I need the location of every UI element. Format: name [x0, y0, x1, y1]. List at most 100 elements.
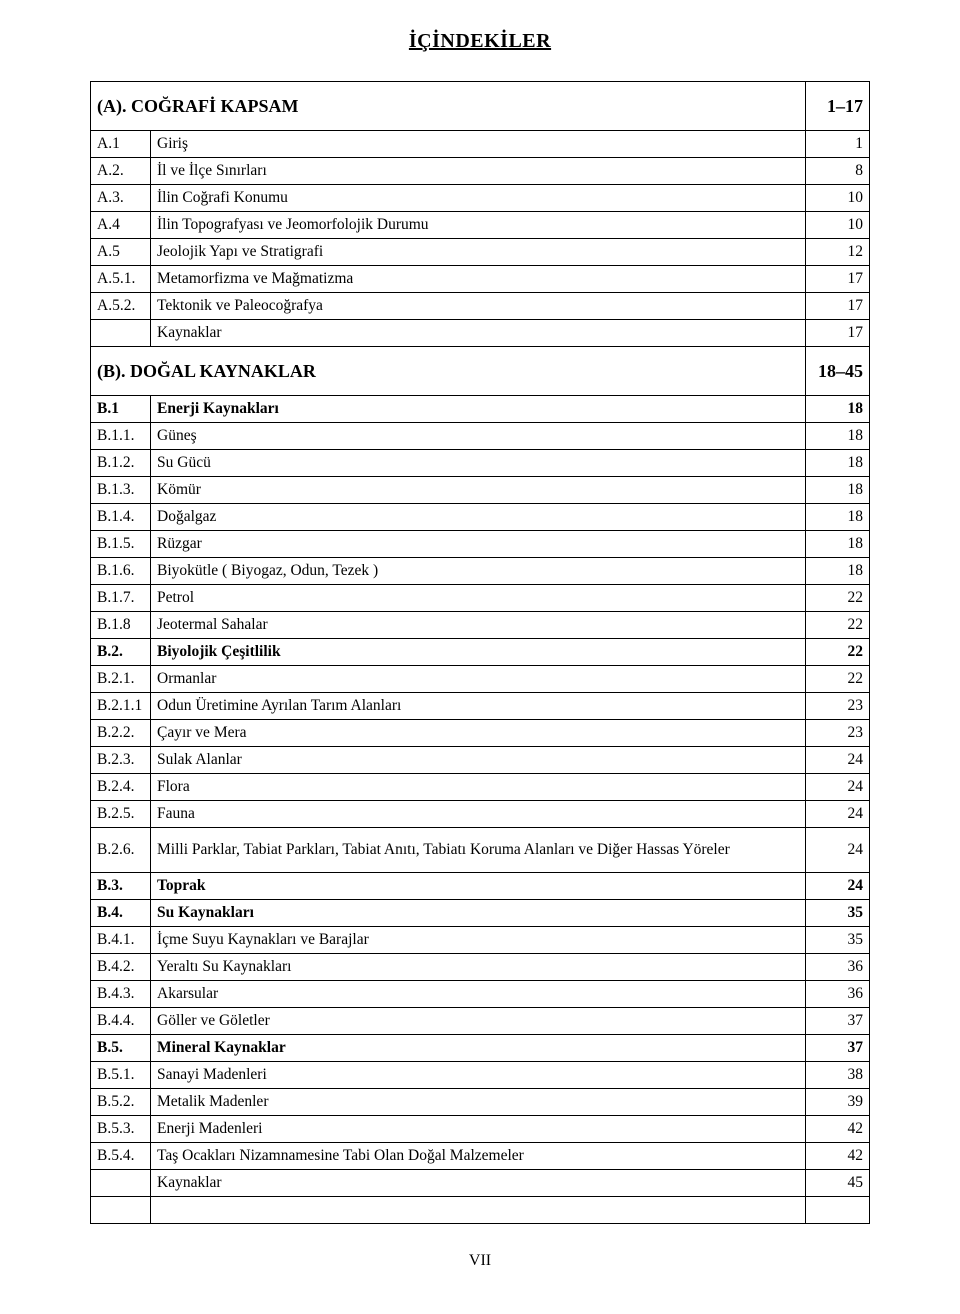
- toc-row: B.5.3.Enerji Madenleri42: [91, 1116, 870, 1143]
- toc-page: 18: [806, 423, 870, 450]
- toc-row: B.2.3.Sulak Alanlar24: [91, 747, 870, 774]
- toc-code: B.5.2.: [91, 1089, 151, 1116]
- toc-code: B.5.4.: [91, 1143, 151, 1170]
- toc-code: A.4: [91, 212, 151, 239]
- toc-row: B.5.Mineral Kaynaklar37: [91, 1035, 870, 1062]
- toc-text: Enerji Madenleri: [151, 1116, 806, 1143]
- toc-page: 23: [806, 693, 870, 720]
- toc-row: B.2.6.Milli Parklar, Tabiat Parkları, Ta…: [91, 828, 870, 873]
- toc-code: B.2.1.: [91, 666, 151, 693]
- toc-code: A.3.: [91, 185, 151, 212]
- toc-text: Tektonik ve Paleocoğrafya: [151, 293, 806, 320]
- toc-code: B.1.8: [91, 612, 151, 639]
- toc-page: 39: [806, 1089, 870, 1116]
- toc-code: A.2.: [91, 158, 151, 185]
- toc-page: 42: [806, 1143, 870, 1170]
- toc-code: B.2.5.: [91, 801, 151, 828]
- toc-code: B.4.: [91, 900, 151, 927]
- toc-code: [91, 1170, 151, 1197]
- section-page: 18–45: [806, 347, 870, 396]
- toc-row: B.4.3.Akarsular36: [91, 981, 870, 1008]
- toc-text: Jeotermal Sahalar: [151, 612, 806, 639]
- toc-row: B.1.2.Su Gücü18: [91, 450, 870, 477]
- toc-code: B.2.: [91, 639, 151, 666]
- toc-page: 24: [806, 873, 870, 900]
- toc-code: B.4.4.: [91, 1008, 151, 1035]
- toc-row: B.3.Toprak24: [91, 873, 870, 900]
- toc-text: Su Kaynakları: [151, 900, 806, 927]
- toc-text: İlin Topografyası ve Jeomorfolojik Durum…: [151, 212, 806, 239]
- toc-code: B.1.2.: [91, 450, 151, 477]
- toc-row: A.1Giriş1: [91, 131, 870, 158]
- toc-text: İl ve İlçe Sınırları: [151, 158, 806, 185]
- toc-text: [151, 1197, 806, 1224]
- toc-page: 38: [806, 1062, 870, 1089]
- toc-page: 24: [806, 801, 870, 828]
- toc-code: A.5.1.: [91, 266, 151, 293]
- toc-code: B.2.6.: [91, 828, 151, 873]
- toc-page: 17: [806, 266, 870, 293]
- toc-row: [91, 1197, 870, 1224]
- toc-row: (B). DOĞAL KAYNAKLAR18–45: [91, 347, 870, 396]
- toc-row: B.1.4.Doğalgaz18: [91, 504, 870, 531]
- toc-page: 36: [806, 954, 870, 981]
- toc-row: B.4.2.Yeraltı Su Kaynakları36: [91, 954, 870, 981]
- toc-text: Su Gücü: [151, 450, 806, 477]
- toc-text: Doğalgaz: [151, 504, 806, 531]
- toc-page: 24: [806, 828, 870, 873]
- toc-page: 22: [806, 585, 870, 612]
- toc-code: B.3.: [91, 873, 151, 900]
- toc-code: B.1.4.: [91, 504, 151, 531]
- toc-row: A.5Jeolojik Yapı ve Stratigrafi12: [91, 239, 870, 266]
- toc-page: 18: [806, 396, 870, 423]
- toc-row: B.1.8Jeotermal Sahalar22: [91, 612, 870, 639]
- toc-text: Mineral Kaynaklar: [151, 1035, 806, 1062]
- toc-row: B.2.1.1Odun Üretimine Ayrılan Tarım Alan…: [91, 693, 870, 720]
- toc-code: B.2.2.: [91, 720, 151, 747]
- toc-row: B.2.5.Fauna24: [91, 801, 870, 828]
- toc-row: Kaynaklar17: [91, 320, 870, 347]
- toc-row: B.2.1.Ormanlar22: [91, 666, 870, 693]
- toc-text: Giriş: [151, 131, 806, 158]
- toc-page: 24: [806, 774, 870, 801]
- toc-page: 18: [806, 531, 870, 558]
- toc-code: B.1.1.: [91, 423, 151, 450]
- toc-page: 35: [806, 900, 870, 927]
- toc-text: Göller ve Göletler: [151, 1008, 806, 1035]
- toc-text: Sanayi Madenleri: [151, 1062, 806, 1089]
- toc-row: B.1.7.Petrol22: [91, 585, 870, 612]
- toc-row: (A). COĞRAFİ KAPSAM1–17: [91, 82, 870, 131]
- toc-row: B.1.6.Biyokütle ( Biyogaz, Odun, Tezek )…: [91, 558, 870, 585]
- toc-text: Enerji Kaynakları: [151, 396, 806, 423]
- toc-page: 23: [806, 720, 870, 747]
- toc-page: 17: [806, 320, 870, 347]
- toc-page: 18: [806, 504, 870, 531]
- toc-code: [91, 1197, 151, 1224]
- toc-row: A.4İlin Topografyası ve Jeomorfolojik Du…: [91, 212, 870, 239]
- toc-page: 37: [806, 1008, 870, 1035]
- toc-code: A.5.2.: [91, 293, 151, 320]
- toc-code: B.5.: [91, 1035, 151, 1062]
- toc-text: Milli Parklar, Tabiat Parkları, Tabiat A…: [151, 828, 806, 873]
- toc-page: 10: [806, 212, 870, 239]
- toc-page: 24: [806, 747, 870, 774]
- toc-text: Flora: [151, 774, 806, 801]
- toc-row: B.2.Biyolojik Çeşitlilik22: [91, 639, 870, 666]
- toc-text: Ormanlar: [151, 666, 806, 693]
- toc-page: 42: [806, 1116, 870, 1143]
- toc-text: Kaynaklar: [151, 320, 806, 347]
- toc-page: 36: [806, 981, 870, 1008]
- toc-code: B.2.4.: [91, 774, 151, 801]
- toc-text: Metalik Madenler: [151, 1089, 806, 1116]
- toc-row: B.1.1.Güneş18: [91, 423, 870, 450]
- toc-row: B.5.4.Taş Ocakları Nizamnamesine Tabi Ol…: [91, 1143, 870, 1170]
- toc-page: 18: [806, 450, 870, 477]
- toc-code: B.4.3.: [91, 981, 151, 1008]
- toc-row: A.2.İl ve İlçe Sınırları8: [91, 158, 870, 185]
- toc-row: B.2.2.Çayır ve Mera23: [91, 720, 870, 747]
- toc-text: Kömür: [151, 477, 806, 504]
- toc-page: 12: [806, 239, 870, 266]
- toc-text: Toprak: [151, 873, 806, 900]
- toc-code: B.4.1.: [91, 927, 151, 954]
- toc-text: Güneş: [151, 423, 806, 450]
